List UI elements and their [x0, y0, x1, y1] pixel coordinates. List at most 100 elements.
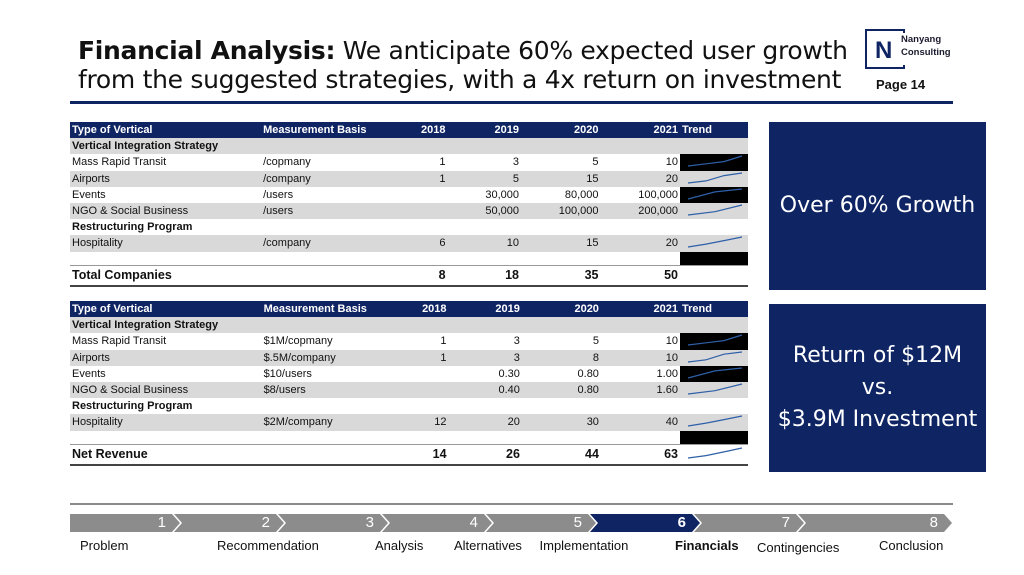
table-row: NGO & Social Business $8/users 0.40 0.80 1.6…	[70, 381, 748, 399]
table-row: Hospitality/company 6 10 15 20	[70, 235, 748, 252]
nav-step-3[interactable]: 3	[278, 514, 388, 532]
year-value: 1	[440, 335, 447, 348]
year-value: 8	[521, 349, 601, 366]
trend-sparkline	[687, 204, 743, 216]
spacer-cell	[600, 252, 679, 266]
total-value: 18	[447, 265, 521, 287]
nav-step-5[interactable]: 5	[486, 514, 596, 532]
measurement-basis: $8/users	[261, 381, 381, 399]
chevron-shape	[70, 514, 180, 532]
table-row: NGO & Social Business/users 50,000 100,000…	[70, 202, 748, 220]
total-value: 63	[600, 444, 680, 466]
year-value	[601, 398, 680, 414]
trend-line	[687, 172, 743, 184]
column-header: 2018	[380, 301, 449, 318]
year-value	[380, 317, 449, 334]
column-header: Measurement Basis	[261, 122, 381, 139]
nav-step-label[interactable]: Conclusion	[879, 538, 944, 553]
row-label: Hospitality	[70, 235, 262, 252]
section-progress-nav: 1 2 3 4 5 6 7 8	[70, 514, 952, 532]
chevron-shape	[798, 514, 952, 532]
year-value: 1.60	[600, 381, 680, 399]
logo-letter: N	[875, 37, 893, 64]
column-header: 2020	[521, 122, 601, 139]
total-label: Total Companies	[70, 265, 262, 287]
footer-divider	[70, 503, 953, 505]
section-row: Restructuring Program	[70, 398, 748, 414]
nav-step-7[interactable]: 7	[694, 514, 804, 532]
spacer-cell	[522, 431, 601, 445]
total-basis	[261, 265, 381, 287]
year-value	[600, 317, 680, 334]
total-value: 26	[448, 444, 522, 466]
trend-sparkline	[687, 188, 743, 200]
nav-step-label[interactable]: Implementation	[539, 538, 629, 553]
trend-cell	[679, 414, 748, 431]
year-value	[381, 398, 449, 414]
trend-cell	[679, 365, 748, 382]
year-value: 0.80	[577, 367, 599, 380]
year-value	[381, 366, 449, 382]
trend-cell	[679, 154, 748, 171]
column-header: 2020	[521, 301, 601, 318]
nav-step-number: 3	[365, 514, 374, 531]
trend-line	[687, 447, 743, 459]
spacer-cell	[261, 252, 380, 266]
column-header: Trend	[679, 301, 748, 318]
year-value: 100,000	[521, 202, 601, 220]
nav-step-label[interactable]: Contingencies	[757, 540, 840, 555]
growth-callout-text: Over 60% Growth	[779, 193, 976, 218]
nav-step-1[interactable]: 1	[70, 514, 180, 532]
user-growth-table: Type of Vertical Measurement Basis 2018 201…	[70, 122, 748, 287]
row-label: Events	[72, 188, 106, 201]
table-row: Airports/company 1 5 15 20	[70, 170, 748, 187]
nav-step-label[interactable]: Recommendation	[217, 538, 319, 553]
trend-sparkline	[687, 447, 743, 459]
row-label: NGO & Social Business	[70, 381, 262, 399]
total-row: Total Companies 8 18 35 50	[70, 265, 748, 287]
column-header: 2019	[448, 301, 522, 318]
year-value	[448, 317, 522, 334]
trend-line	[687, 415, 743, 427]
nav-step-label[interactable]: Problem	[80, 538, 129, 553]
trend-line	[687, 383, 743, 395]
trend-cell	[679, 444, 748, 466]
row-label: Restructuring Program	[72, 400, 193, 413]
year-value: 30,000	[485, 188, 519, 201]
year-value	[447, 138, 521, 155]
nav-step-label[interactable]: Analysis	[375, 538, 424, 553]
column-header: 2019	[447, 122, 521, 139]
section-row: Vertical Integration Strategy	[70, 317, 748, 334]
spacer-cell	[448, 252, 521, 266]
total-value: 8	[380, 265, 448, 287]
nav-step-4[interactable]: 4	[382, 514, 492, 532]
measurement-basis: $.5M/company	[261, 349, 381, 366]
table-row: Hospitality $2M/company 12 20 30 40	[70, 414, 748, 431]
slide-title: Financial Analysis: We anticipate 60% ex…	[78, 36, 858, 94]
nav-step-2[interactable]: 2	[174, 514, 284, 532]
spacer-cell	[601, 431, 680, 445]
spacer-row	[70, 430, 748, 445]
logo-line1: Nanyang	[901, 34, 942, 45]
year-value	[380, 381, 449, 399]
trend-sparkline	[687, 367, 743, 379]
table-row: Events/users 30,000 80,000 100,000	[70, 186, 748, 203]
year-value: 10	[447, 235, 521, 252]
year-value: 20	[600, 235, 680, 252]
trend-cell	[679, 333, 748, 350]
year-value	[380, 187, 447, 203]
trend-line	[687, 367, 743, 379]
year-value: 1	[380, 349, 449, 366]
nav-step-label[interactable]: Financials	[675, 538, 739, 553]
year-value: 15	[521, 170, 601, 187]
year-value: 10	[665, 156, 678, 169]
trend-cell	[679, 235, 748, 252]
nav-step-6[interactable]: 6	[590, 514, 700, 532]
measurement-basis: /copmany	[263, 156, 311, 169]
trend-line	[687, 155, 743, 168]
nav-step-8[interactable]: 8	[798, 514, 952, 532]
measurement-basis	[261, 317, 381, 334]
nav-step-label[interactable]: Alternatives	[454, 538, 522, 553]
measurement-basis: $2M/company	[261, 414, 381, 431]
column-header: 2021	[600, 122, 680, 139]
